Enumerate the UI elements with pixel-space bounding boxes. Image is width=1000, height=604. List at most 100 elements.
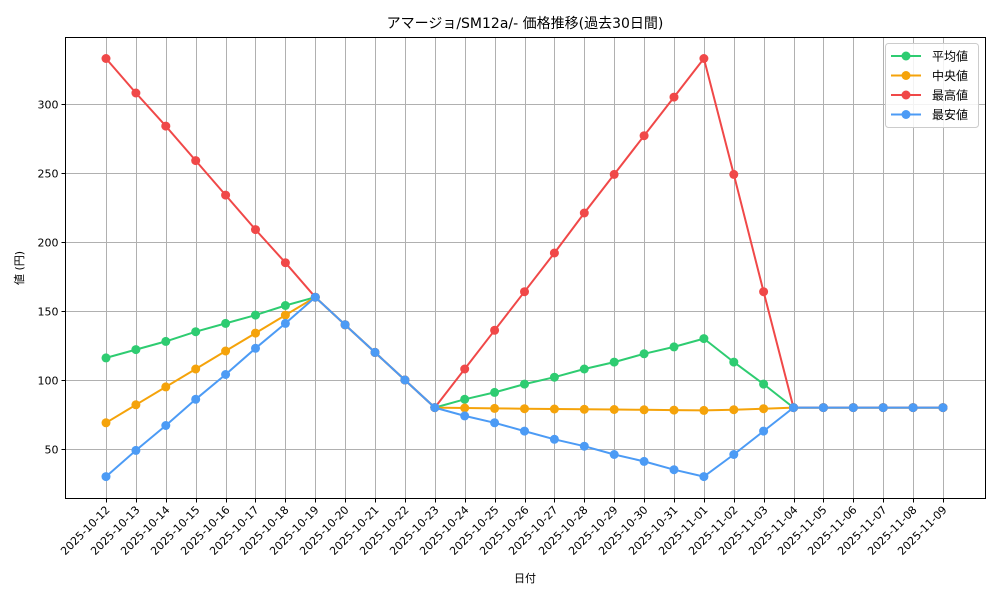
- data-point-marker: [549, 404, 559, 414]
- data-point-marker: [191, 394, 201, 404]
- data-point-marker: [490, 418, 500, 428]
- data-point-marker: [400, 375, 410, 385]
- data-point-marker: [669, 342, 679, 352]
- data-point-marker: [460, 394, 470, 404]
- data-point-marker: [549, 372, 559, 382]
- data-point-marker: [251, 328, 260, 338]
- data-point-marker: [490, 325, 500, 335]
- data-point-marker: [251, 310, 260, 320]
- data-point-marker: [759, 379, 769, 389]
- y-axis-label: 値 (円): [13, 251, 26, 285]
- data-point-marker: [549, 248, 559, 258]
- data-point-marker: [639, 405, 649, 415]
- data-point-marker: [579, 441, 589, 451]
- data-point-marker: [131, 88, 141, 98]
- data-point-marker: [639, 349, 649, 359]
- data-point-marker: [460, 364, 470, 374]
- data-point-marker: [729, 357, 739, 367]
- data-point-marker: [280, 318, 290, 328]
- legend-label: 中央値: [932, 68, 968, 83]
- data-point-marker: [639, 456, 649, 466]
- series-2: [101, 54, 948, 413]
- data-point-marker: [131, 345, 141, 355]
- data-point-marker: [848, 403, 858, 413]
- data-point-marker: [161, 382, 171, 392]
- data-point-marker: [131, 400, 141, 410]
- x-axis-ticks: 2025-10-122025-10-132025-10-142025-10-15…: [58, 498, 950, 558]
- data-point-marker: [818, 403, 828, 413]
- legend-marker-icon: [901, 51, 911, 61]
- data-point-marker: [759, 404, 769, 414]
- data-point-marker: [280, 258, 290, 268]
- data-point-marker: [729, 450, 739, 459]
- chart-title: アマージョ/SM12a/- 価格推移(過去30日間): [387, 16, 664, 32]
- legend-marker-icon: [901, 71, 911, 80]
- data-point-marker: [908, 403, 918, 413]
- data-point-marker: [579, 404, 589, 414]
- data-point-marker: [549, 434, 559, 444]
- data-point-marker: [221, 370, 231, 379]
- legend-marker-icon: [901, 90, 911, 100]
- data-point-marker: [699, 472, 709, 482]
- data-point-marker: [101, 418, 111, 428]
- data-point-marker: [161, 121, 171, 131]
- series-lines: [101, 54, 948, 482]
- data-point-marker: [251, 225, 260, 235]
- data-point-marker: [729, 405, 739, 415]
- y-tick-label: 250: [38, 168, 59, 181]
- data-point-marker: [340, 320, 350, 330]
- data-point-marker: [609, 169, 619, 179]
- data-point-marker: [460, 403, 470, 413]
- data-point-marker: [370, 347, 380, 357]
- data-point-marker: [579, 208, 589, 218]
- data-point-marker: [310, 292, 320, 302]
- legend-label: 最高値: [932, 88, 968, 103]
- data-point-marker: [609, 405, 619, 414]
- data-point-marker: [699, 334, 709, 344]
- data-point-marker: [699, 54, 709, 63]
- y-tick-label: 200: [38, 237, 59, 250]
- data-point-marker: [221, 346, 231, 356]
- data-point-marker: [639, 131, 649, 141]
- data-point-marker: [280, 301, 290, 310]
- y-tick-label: 50: [45, 444, 59, 457]
- data-point-marker: [430, 403, 440, 413]
- legend-label: 最安値: [932, 107, 968, 122]
- data-point-marker: [938, 403, 948, 413]
- data-point-marker: [191, 364, 201, 374]
- data-point-marker: [161, 336, 171, 346]
- data-point-marker: [520, 287, 529, 297]
- series-line: [105, 57, 943, 409]
- data-point-marker: [221, 190, 231, 200]
- data-point-marker: [729, 169, 739, 179]
- data-point-marker: [609, 357, 619, 367]
- y-axis-ticks: 50 100 150 200 250 300: [38, 99, 66, 457]
- data-point-marker: [520, 426, 529, 436]
- series-line: [105, 296, 943, 424]
- series-line: [105, 296, 943, 409]
- series-3: [101, 292, 948, 482]
- data-point-marker: [759, 426, 769, 436]
- data-point-marker: [460, 411, 470, 421]
- data-point-marker: [789, 403, 798, 413]
- data-point-marker: [101, 54, 111, 63]
- legend-marker-icon: [901, 110, 911, 119]
- data-point-marker: [101, 472, 111, 482]
- data-point-marker: [161, 421, 171, 430]
- grid-lines: [65, 37, 986, 499]
- data-point-marker: [490, 403, 500, 413]
- data-point-marker: [131, 445, 141, 455]
- y-tick-label: 300: [38, 99, 59, 112]
- y-tick-label: 100: [38, 375, 59, 388]
- legend-box: [885, 43, 979, 128]
- data-point-marker: [221, 318, 231, 328]
- data-point-marker: [669, 465, 679, 475]
- data-point-marker: [609, 450, 619, 459]
- data-point-marker: [669, 92, 679, 102]
- data-point-marker: [191, 327, 201, 337]
- y-tick-label: 150: [38, 306, 59, 319]
- data-point-marker: [101, 353, 111, 363]
